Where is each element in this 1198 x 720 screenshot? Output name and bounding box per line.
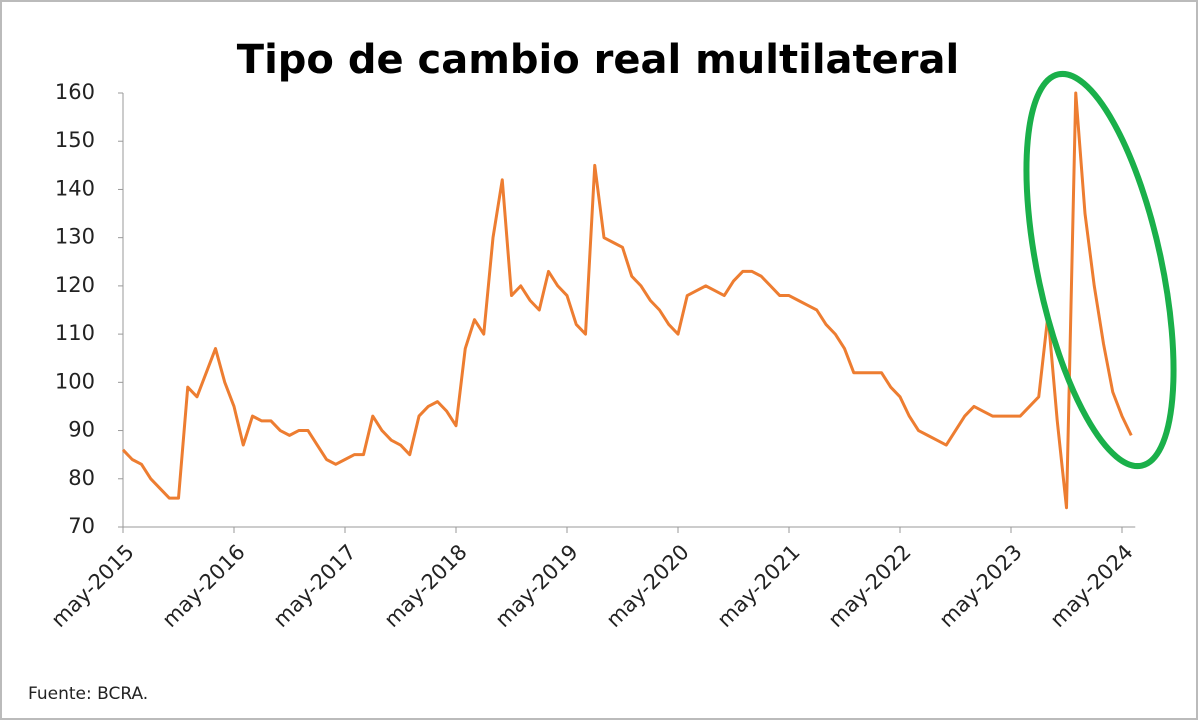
highlight-ellipse bbox=[1023, 70, 1177, 470]
y-tick-label: 140 bbox=[55, 176, 95, 200]
y-tick-label: 120 bbox=[55, 273, 95, 297]
y-tick-label: 160 bbox=[55, 80, 95, 104]
chart-title: Tipo de cambio real multilateral bbox=[237, 37, 959, 83]
data-line bbox=[121, 91, 1133, 510]
y-tick-label: 110 bbox=[55, 321, 95, 345]
y-tick-label: 80 bbox=[68, 466, 95, 490]
y-tick-label: 90 bbox=[68, 418, 95, 442]
y-tick-label: 100 bbox=[55, 369, 95, 393]
y-tick-label: 70 bbox=[68, 514, 95, 538]
source-note: Fuente: BCRA. bbox=[28, 684, 148, 704]
y-tick-label: 130 bbox=[55, 225, 95, 249]
y-tick-label: 150 bbox=[55, 128, 95, 152]
